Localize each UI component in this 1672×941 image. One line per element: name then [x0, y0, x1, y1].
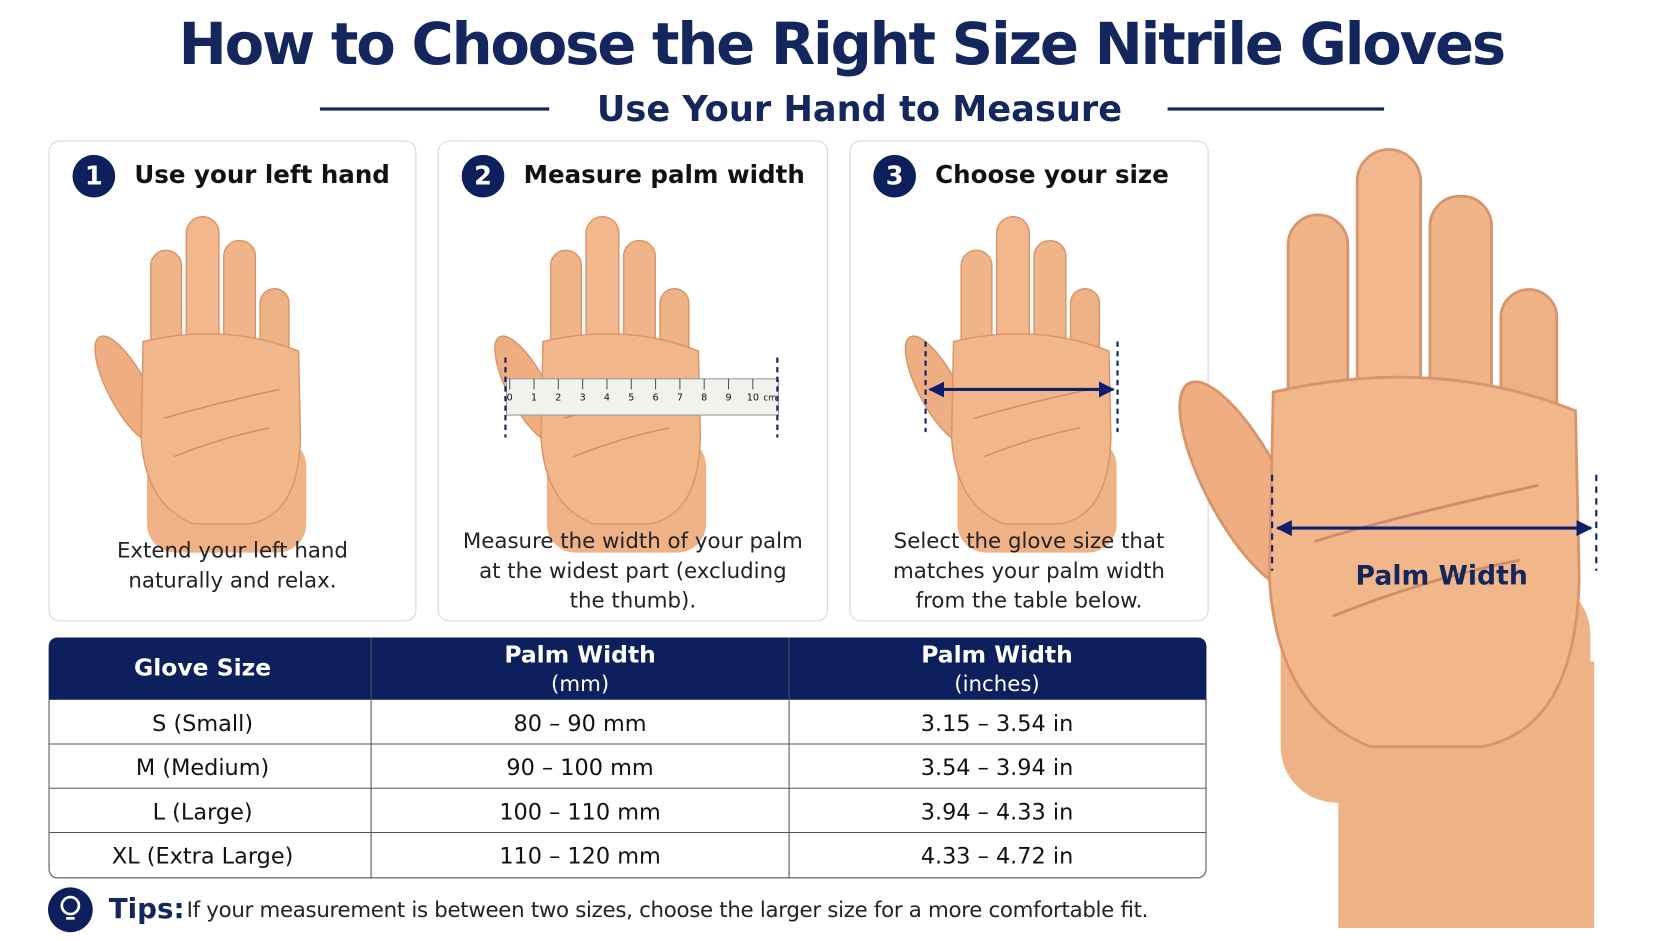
table-header-cell: (inches) [954, 672, 1040, 697]
table-cell: XL (Extra Large) [112, 844, 294, 870]
ruler-label: 10 [747, 392, 759, 403]
ruler-label: 9 [725, 392, 731, 403]
step-description: Select the glove size that [894, 529, 1165, 554]
ruler-label: 2 [555, 392, 561, 403]
ruler-label: 3 [580, 392, 586, 403]
table-cell: L (Large) [153, 799, 253, 825]
step-badge [461, 154, 505, 198]
table-header-cell: Glove Size [134, 653, 271, 681]
step-number: 3 [886, 161, 904, 191]
table-cell: 110 – 120 mm [499, 844, 661, 870]
table-cell: 3.54 – 3.94 in [921, 755, 1074, 781]
bulb [60, 895, 81, 916]
step-description: Extend your left hand [117, 539, 348, 564]
step-badge [873, 154, 916, 198]
table-header-cell: Palm Width [504, 641, 656, 669]
step-title: Measure palm width [524, 160, 805, 189]
table-cell: 4.33 – 4.72 in [921, 844, 1074, 870]
tip-icon [47, 887, 93, 933]
table-header-cell: Palm Width [921, 641, 1073, 669]
ruler-label: 7 [677, 392, 683, 403]
table-cell: 90 – 100 mm [506, 755, 653, 781]
step-title: Choose your size [935, 160, 1169, 189]
ruler-label: 8 [701, 392, 707, 403]
table-cell: 3.94 – 4.33 in [921, 799, 1074, 825]
step-description: from the table below. [916, 589, 1143, 614]
hand [1154, 148, 1592, 805]
tips-text: If your measurement is between two sizes… [187, 898, 1149, 923]
table-cell: 3.15 – 3.54 in [921, 711, 1074, 737]
ruler-label: 1 [531, 392, 537, 403]
title: How to Choose the Right Size Nitrile Glo… [179, 11, 1507, 78]
step-description: at the widest part (excluding [479, 559, 787, 584]
illustration-label: Palm Width [1356, 561, 1528, 592]
tips-label: Tips: [109, 892, 185, 925]
step-description: Measure the width of your palm [463, 529, 803, 554]
ruler [505, 378, 779, 416]
subtitle: Use Your Hand to Measure [597, 89, 1122, 130]
step-badge [72, 154, 116, 198]
step-number: 2 [474, 161, 492, 191]
step-description: matches your palm width [893, 559, 1165, 584]
table-cell: 80 – 90 mm [514, 711, 647, 737]
ruler-label: 0 [507, 392, 513, 403]
ruler-label: 4 [604, 392, 610, 403]
table-cell: M (Medium) [136, 755, 269, 781]
step-description: the thumb). [570, 589, 697, 614]
ruler-label: 5 [628, 392, 634, 403]
step-title: Use your left hand [134, 160, 390, 189]
table-header [49, 637, 1207, 700]
step-number: 1 [85, 161, 103, 191]
ruler-unit: cm [763, 393, 776, 403]
ruler-label: 6 [653, 392, 659, 403]
table-cell: S (Small) [152, 711, 253, 737]
table-cell: 100 – 110 mm [499, 799, 661, 825]
step-description: naturally and relax. [128, 568, 336, 593]
table-header-cell: (mm) [551, 672, 609, 697]
